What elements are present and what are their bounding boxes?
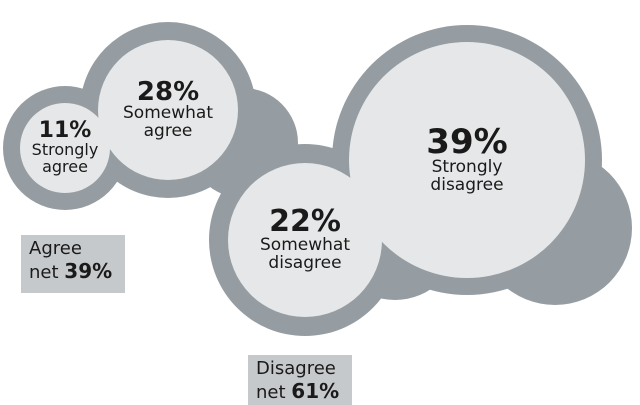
agree-net-value: 39%	[64, 258, 113, 283]
agree-net-box: Agree net 39%	[21, 235, 125, 293]
category-somewhat-agree-line1: Somewhat	[123, 103, 213, 124]
bubble-somewhat-disagree	[228, 163, 382, 317]
category-somewhat-agree-line2: agree	[143, 121, 193, 141]
bubble-label-somewhat-disagree: 22% Somewhat disagree	[260, 207, 350, 273]
bubble-somewhat-agree	[98, 40, 238, 180]
bubble-label-somewhat-agree: 28% Somewhat agree	[123, 79, 213, 141]
disagree-net-box: Disagree net 61%	[248, 355, 352, 405]
bubble-strongly-agree	[20, 103, 110, 193]
category-somewhat-disagree-line1: Somewhat	[260, 235, 350, 256]
bubble-label-strongly-agree: 11% Strongly agree	[32, 120, 99, 176]
disagree-net-title: Disagree	[256, 358, 336, 379]
value-somewhat-agree: 28%	[136, 77, 200, 108]
value-strongly-agree: 11%	[38, 118, 92, 144]
bubble-label-strongly-disagree: 39% Strongly disagree	[426, 125, 507, 195]
category-strongly-disagree-line1: Strongly	[431, 157, 503, 178]
category-strongly-agree-line2: agree	[42, 157, 88, 176]
agree-net-prefix: net	[29, 261, 59, 283]
value-somewhat-disagree: 22%	[269, 204, 341, 240]
disagree-net-prefix: net	[256, 381, 286, 403]
category-strongly-disagree-line2: disagree	[430, 175, 504, 195]
value-strongly-disagree: 39%	[426, 122, 508, 163]
category-somewhat-disagree-line2: disagree	[268, 253, 342, 273]
agree-net-title: Agree	[29, 238, 82, 259]
bubble-strongly-disagree	[349, 42, 585, 278]
disagree-net-value: 61%	[291, 378, 340, 403]
category-strongly-agree-line1: Strongly	[31, 140, 99, 160]
